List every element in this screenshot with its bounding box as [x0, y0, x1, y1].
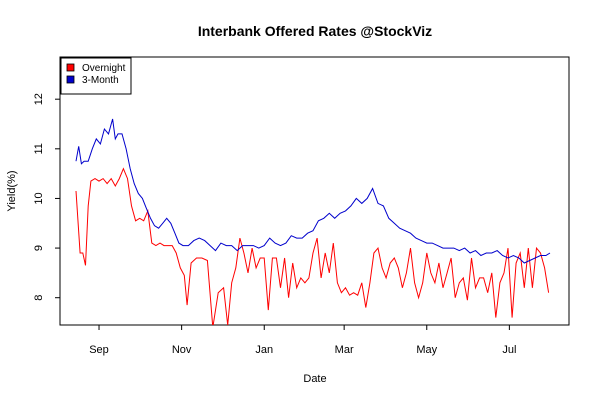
legend-label: Overnight — [82, 63, 126, 74]
legend-swatch — [66, 75, 75, 84]
series-line-overnight — [75, 167, 550, 325]
chart-title: Interbank Offered Rates @StockViz — [198, 23, 432, 39]
x-tick-label: Nov — [172, 344, 192, 356]
legend-swatch — [66, 63, 75, 72]
x-tick-label: Sep — [89, 344, 109, 356]
plot-area-frame — [59, 56, 570, 326]
y-tick-label: 11 — [33, 143, 45, 154]
series-layer — [75, 118, 551, 325]
y-tick-label: 9 — [33, 245, 45, 251]
legend-label: 3-Month — [82, 75, 119, 86]
x-tick-label: Jan — [255, 344, 273, 356]
y-tick-label: 8 — [33, 295, 45, 301]
x-axis-label: Date — [303, 373, 326, 385]
y-axis-label: Yield(%) — [6, 170, 18, 211]
x-tick-label: Mar — [335, 344, 354, 356]
x-axis: Sep Nov Jan Mar May Jul — [89, 325, 516, 356]
y-tick-label: 10 — [33, 192, 45, 204]
x-tick-label: Jul — [502, 344, 516, 356]
y-tick-label: 12 — [33, 93, 45, 105]
y-axis: 8 9 10 11 12 — [33, 93, 60, 301]
series-line-3-month — [75, 118, 551, 264]
x-tick-label: May — [416, 344, 437, 356]
